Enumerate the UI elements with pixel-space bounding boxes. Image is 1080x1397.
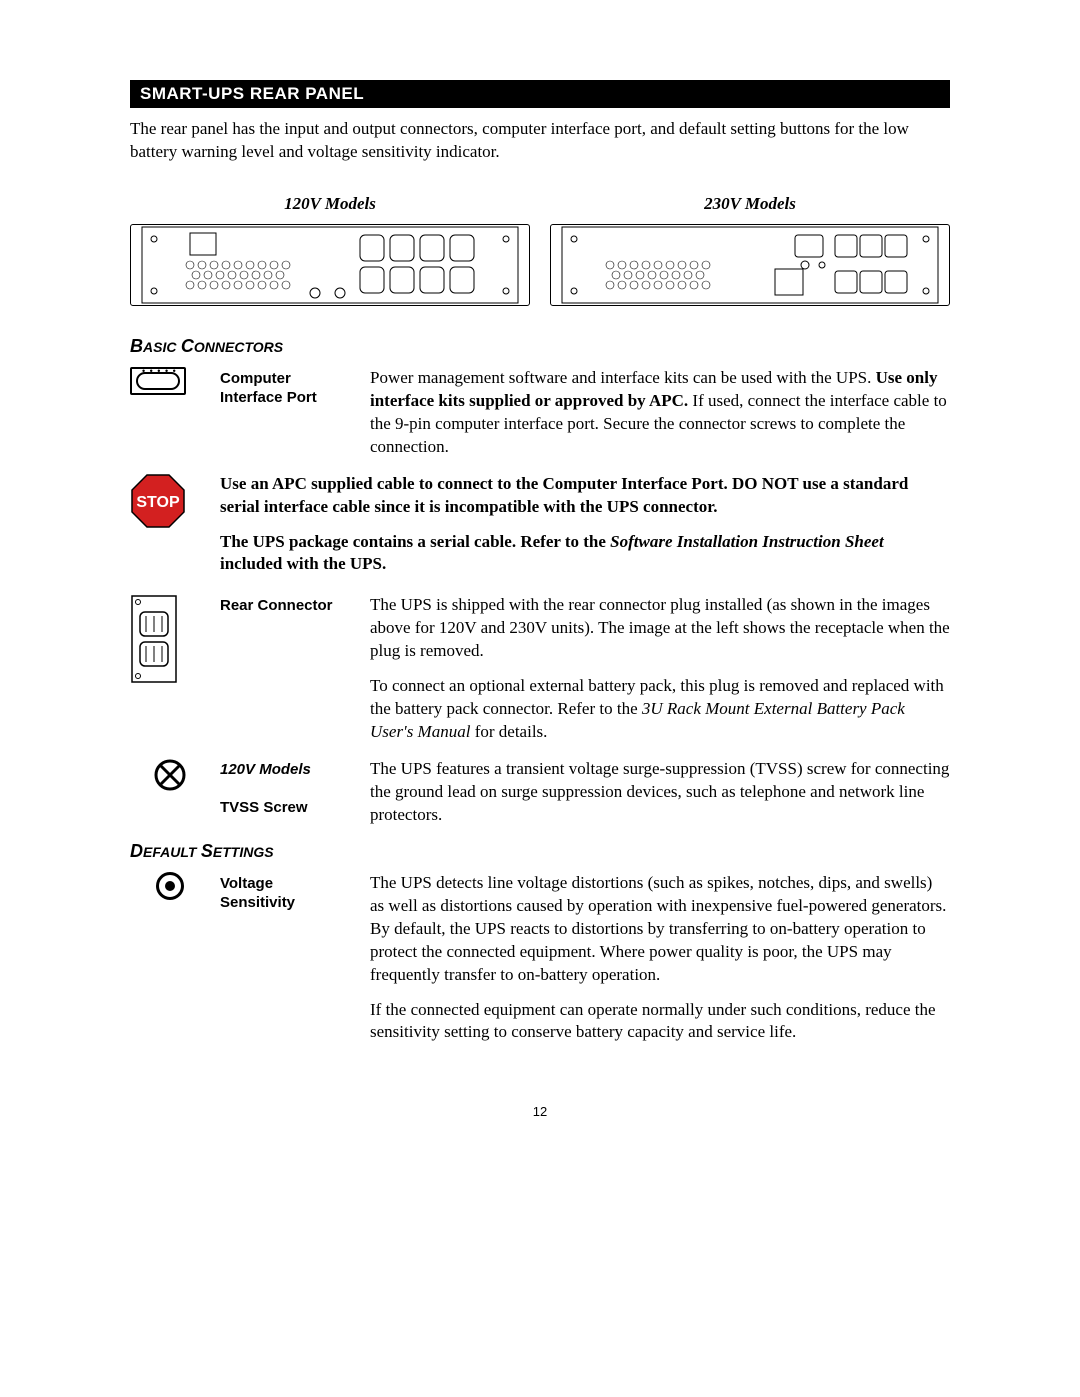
computer-interface-port-label: Computer Interface Port: [220, 367, 360, 459]
stop-p1: Use an APC supplied cable to connect to …: [220, 473, 950, 519]
basic-connectors-heading: BASIC CONNECTORS: [130, 336, 950, 357]
model-230v: 230V Models: [550, 194, 950, 306]
rear-connector-row: Rear Connector The UPS is shipped with t…: [130, 594, 950, 744]
label-line-2: Interface Port: [220, 388, 360, 408]
models-row: 120V Models: [130, 194, 950, 306]
tvss-row: 120V Models TVSS Screw The UPS features …: [130, 758, 950, 827]
computer-interface-port-row: Computer Interface Port Power management…: [130, 367, 950, 459]
voltage-sensitivity-desc: The UPS detects line voltage distortions…: [370, 872, 950, 1045]
voltage-sensitivity-label: Voltage Sensitivity: [220, 872, 360, 1045]
rear-connector-label: Rear Connector: [220, 594, 360, 744]
rear-connector-p1: The UPS is shipped with the rear connect…: [370, 594, 950, 663]
page-number: 12: [130, 1104, 950, 1119]
rear-connector-icon: [130, 594, 210, 744]
section-header: SMART-UPS REAR PANEL: [130, 80, 950, 108]
stop-text: Use an APC supplied cable to connect to …: [220, 473, 950, 577]
vs-p2: If the connected equipment can operate n…: [370, 999, 950, 1045]
model-120v-label: 120V Models: [130, 194, 530, 214]
stop-warning-row: STOP Use an APC supplied cable to connec…: [130, 473, 950, 577]
svg-text:STOP: STOP: [136, 494, 180, 511]
page: SMART-UPS REAR PANEL The rear panel has …: [130, 80, 950, 1159]
stop-p2-italic: Software Installation Instruction Sheet: [610, 532, 884, 551]
tvss-desc: The UPS features a transient voltage sur…: [370, 758, 950, 827]
label-line-1: Computer: [220, 369, 360, 389]
rear-panel-120v-image: [130, 224, 530, 306]
rear-panel-230v-image: [550, 224, 950, 306]
rear-connector-desc: The UPS is shipped with the rear connect…: [370, 594, 950, 744]
vs-label-1: Voltage: [220, 874, 360, 894]
voltage-sensitivity-row: Voltage Sensitivity The UPS detects line…: [130, 872, 950, 1045]
default-settings-heading: DEFAULT SETTINGS: [130, 841, 950, 862]
stop-icon: STOP: [130, 473, 210, 577]
stop-p2b: included with the UPS.: [220, 554, 386, 573]
intro-text: The rear panel has the input and output …: [130, 118, 950, 164]
vs-p1: The UPS detects line voltage distortions…: [370, 872, 950, 987]
vs-label-2: Sensitivity: [220, 893, 360, 913]
tvss-desc-p: The UPS features a transient voltage sur…: [370, 758, 950, 827]
tvss-icon: [130, 758, 210, 827]
tvss-label-1: 120V Models: [220, 760, 360, 780]
tvss-label-2: TVSS Screw: [220, 798, 360, 818]
model-120v: 120V Models: [130, 194, 530, 306]
voltage-sensitivity-icon: [130, 872, 210, 1045]
computer-interface-port-desc: Power management software and interface …: [370, 367, 950, 459]
tvss-label: 120V Models TVSS Screw: [220, 758, 360, 827]
stop-p2a: The UPS package contains a serial cable.…: [220, 532, 610, 551]
section-title: SMART-UPS REAR PANEL: [140, 84, 364, 103]
desc-prefix: Power management software and interface …: [370, 368, 876, 387]
serial-port-icon: [130, 367, 210, 459]
rear-connector-p2b: for details.: [470, 722, 547, 741]
model-230v-label: 230V Models: [550, 194, 950, 214]
